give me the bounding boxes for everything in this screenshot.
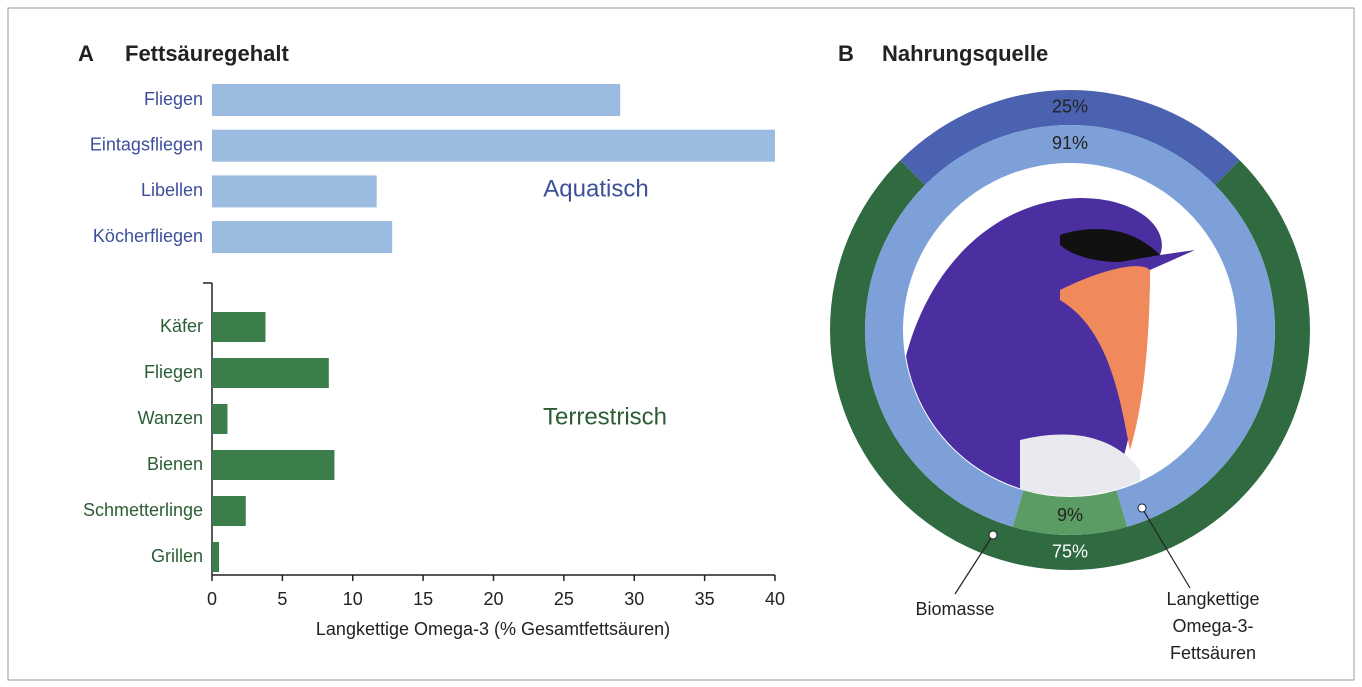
- value-label: 25%: [1052, 96, 1088, 116]
- donut-segment: [830, 160, 1310, 570]
- panel-label: B: [838, 41, 854, 66]
- ring-label: Omega-3-: [1172, 616, 1253, 636]
- y-tick-label: Wanzen: [138, 408, 203, 428]
- leader-line: [1141, 507, 1191, 589]
- group-label: Terrestrisch: [543, 403, 667, 430]
- x-tick-label: 20: [483, 589, 503, 609]
- frame: [7, 7, 1355, 681]
- bar: [212, 404, 228, 434]
- y-tick-label: Fliegen: [144, 89, 203, 109]
- ring-label: Fettsäuren: [1170, 643, 1256, 663]
- bird-illustration: [905, 198, 1195, 496]
- value-label: 9%: [1057, 505, 1083, 525]
- group-label: Aquatisch: [543, 175, 648, 202]
- ring-label: Biomasse: [915, 599, 994, 619]
- leader-line: [954, 534, 994, 595]
- y-tick-label: Fliegen: [144, 362, 203, 382]
- x-axis-label: Langkettige Omega-3 (% Gesamtfettsäuren): [316, 619, 670, 639]
- x-tick-label: 0: [207, 589, 217, 609]
- bar: [212, 175, 377, 208]
- y-tick-label: Bienen: [147, 454, 203, 474]
- x-tick-label: 15: [413, 589, 433, 609]
- y-tick-label: Eintagsfliegen: [90, 134, 203, 154]
- bar: [212, 221, 393, 254]
- x-tick-label: 35: [695, 589, 715, 609]
- donut-segment: [900, 90, 1240, 186]
- donut-segment: [1012, 490, 1128, 536]
- y-tick-label: Käfer: [160, 316, 203, 336]
- x-tick-label: 40: [765, 589, 785, 609]
- leader-dot: [988, 530, 998, 540]
- y-tick-label: Libellen: [141, 180, 203, 200]
- bar: [212, 312, 266, 342]
- x-tick-label: 25: [554, 589, 574, 609]
- chart-title: Nahrungsquelle: [882, 41, 1048, 66]
- y-tick-label: Grillen: [151, 546, 203, 566]
- panel-label: A: [78, 41, 94, 66]
- x-tick-label: 5: [277, 589, 287, 609]
- bar: [212, 84, 621, 116]
- x-tick-label: 30: [624, 589, 644, 609]
- bar: [212, 129, 775, 162]
- chart-title: Fettsäuregehalt: [125, 41, 289, 66]
- y-tick-label: Köcherfliegen: [93, 226, 203, 246]
- bar: [212, 450, 335, 480]
- x-tick-label: 10: [343, 589, 363, 609]
- y-tick-label: Schmetterlinge: [83, 500, 203, 520]
- leader-dot: [1137, 503, 1147, 513]
- bar: [212, 542, 220, 572]
- bar: [212, 496, 246, 526]
- ring-label: Langkettige: [1166, 589, 1259, 609]
- value-label: 75%: [1052, 541, 1088, 561]
- value-label: 91%: [1052, 133, 1088, 153]
- bar: [212, 358, 329, 388]
